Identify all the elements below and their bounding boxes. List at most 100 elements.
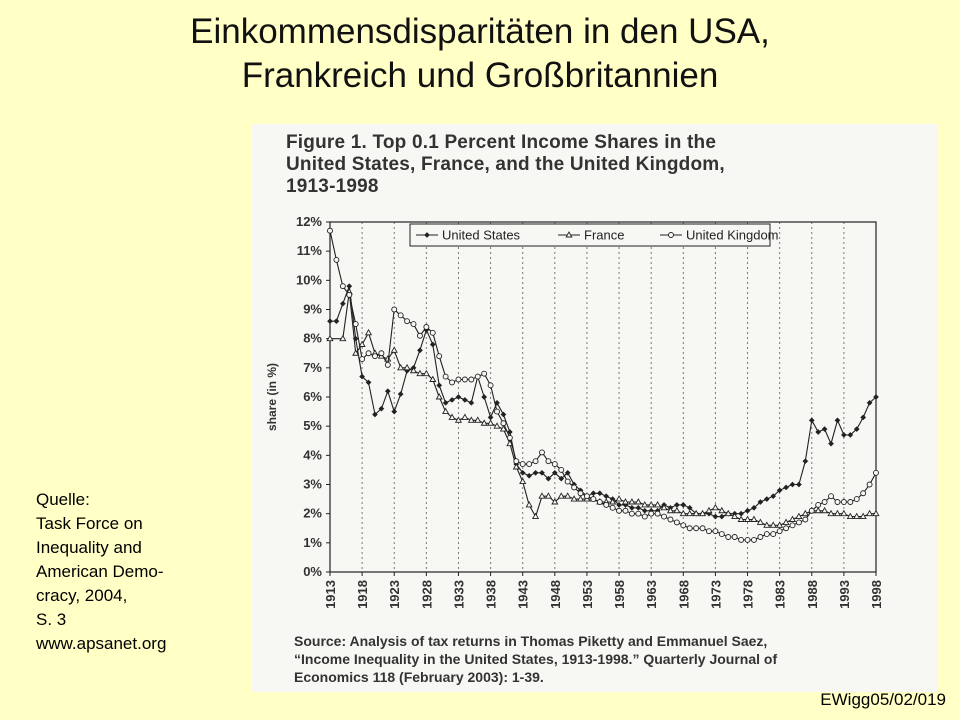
data-point-france	[454, 416, 463, 423]
x-tick-label: 1958	[612, 580, 627, 609]
data-point-united-kingdom	[693, 525, 700, 532]
series-line-united-states	[330, 286, 877, 518]
data-point-united-kingdom	[616, 507, 623, 514]
data-point-united-kingdom	[333, 256, 340, 263]
data-point-france	[339, 334, 347, 342]
data-point-france	[698, 509, 707, 517]
x-tick-label: 1968	[676, 580, 691, 609]
data-point-united-kingdom	[783, 525, 790, 532]
data-point-france	[493, 422, 501, 429]
data-point-france	[390, 346, 398, 353]
data-point-united-kingdom	[667, 516, 674, 523]
series-line-united-kingdom	[329, 230, 877, 541]
data-point-united-states	[506, 429, 513, 435]
data-point-united-kingdom	[840, 499, 847, 505]
data-point-united-kingdom	[449, 379, 455, 386]
data-point-united-kingdom	[751, 536, 757, 543]
legend-marker	[424, 232, 430, 238]
data-point-france	[538, 492, 546, 499]
data-point-united-states	[590, 490, 597, 497]
data-point-united-kingdom	[391, 306, 398, 313]
data-point-france	[557, 492, 565, 499]
data-point-france	[467, 416, 475, 423]
data-point-united-kingdom	[802, 516, 809, 523]
data-point-united-states	[770, 493, 777, 500]
data-point-france	[576, 495, 585, 502]
legend-marker	[668, 232, 674, 238]
data-point-france	[487, 419, 495, 426]
data-point-united-kingdom	[384, 361, 391, 368]
data-point-france	[737, 515, 745, 522]
data-point-united-kingdom	[564, 478, 571, 485]
legend-label: United Kingdom	[686, 228, 779, 243]
data-point-united-states	[384, 388, 391, 395]
figure-title-line: 1913-1998	[286, 176, 379, 197]
data-point-united-states	[744, 507, 751, 514]
data-point-united-states	[558, 475, 565, 482]
data-point-united-kingdom	[699, 525, 706, 532]
slide-title-line-2: Frankreich und Großbritannien	[241, 56, 719, 95]
data-point-united-kingdom	[513, 458, 520, 465]
y-tick-label: 3%	[303, 477, 322, 492]
data-point-united-kingdom	[686, 525, 693, 532]
data-point-united-kingdom	[873, 469, 879, 476]
data-point-france	[711, 503, 719, 511]
y-tick-label: 12%	[296, 214, 322, 229]
data-point-united-kingdom	[738, 536, 745, 543]
data-point-france	[673, 506, 681, 514]
figure-source-line: Economics 118 (February 2003): 1-39.	[294, 669, 544, 685]
y-tick-label: 2%	[303, 506, 322, 521]
data-point-united-kingdom	[410, 321, 417, 328]
data-point-united-states	[603, 493, 610, 500]
x-tick-label: 1973	[708, 580, 723, 609]
data-point-united-kingdom	[635, 510, 642, 517]
data-point-france	[872, 509, 880, 517]
data-point-france	[634, 498, 642, 505]
data-point-united-states	[346, 283, 353, 290]
data-point-france	[499, 425, 508, 432]
data-point-france	[776, 521, 784, 528]
x-tick-label: 1993	[837, 580, 852, 609]
data-point-france	[679, 509, 687, 517]
x-tick-label: 1988	[805, 580, 820, 609]
data-point-united-states	[455, 394, 462, 400]
data-point-united-kingdom	[455, 376, 462, 383]
data-point-france	[442, 407, 450, 415]
data-point-france	[364, 328, 373, 336]
data-point-united-states	[391, 408, 398, 415]
y-tick-label: 4%	[303, 447, 322, 462]
legend-label: United States	[442, 228, 521, 243]
data-point-united-kingdom	[680, 522, 687, 529]
source-line: Task Force on	[36, 514, 143, 533]
data-point-united-kingdom	[365, 350, 372, 357]
y-tick-label: 5%	[303, 418, 322, 433]
data-point-france	[814, 506, 822, 514]
x-tick-label: 1918	[355, 580, 370, 609]
data-point-france	[570, 495, 578, 502]
data-point-france	[647, 500, 655, 508]
line-chart: 0% 1% 2% 3% 4% 5% 6% 7% 8% 9% 10% 11% 12% share (in %…	[265, 214, 884, 609]
data-point-united-kingdom	[860, 490, 867, 497]
data-point-france	[461, 413, 469, 420]
data-point-france	[763, 521, 771, 528]
data-point-united-kingdom	[481, 370, 488, 377]
data-point-united-kingdom	[603, 501, 610, 508]
data-point-united-states	[738, 510, 745, 517]
data-point-united-states	[802, 458, 809, 465]
data-point-united-states	[712, 513, 719, 520]
slide-title-line-1: Einkommensdisparitäten in den USA,	[190, 12, 770, 51]
data-point-united-kingdom	[847, 499, 854, 505]
data-point-france	[615, 495, 623, 502]
data-point-france	[621, 498, 630, 505]
data-point-united-kingdom	[583, 493, 590, 500]
data-point-united-states	[429, 341, 436, 348]
source-line: S. 3	[36, 610, 67, 629]
data-point-united-kingdom	[359, 356, 366, 363]
data-point-france	[833, 509, 842, 517]
y-axis-label: share (in %)	[265, 363, 279, 431]
data-point-united-kingdom	[506, 434, 513, 441]
series-line-france	[330, 291, 876, 526]
data-point-france	[859, 512, 867, 520]
data-point-united-kingdom	[795, 519, 802, 526]
data-point-united-kingdom	[558, 466, 565, 473]
